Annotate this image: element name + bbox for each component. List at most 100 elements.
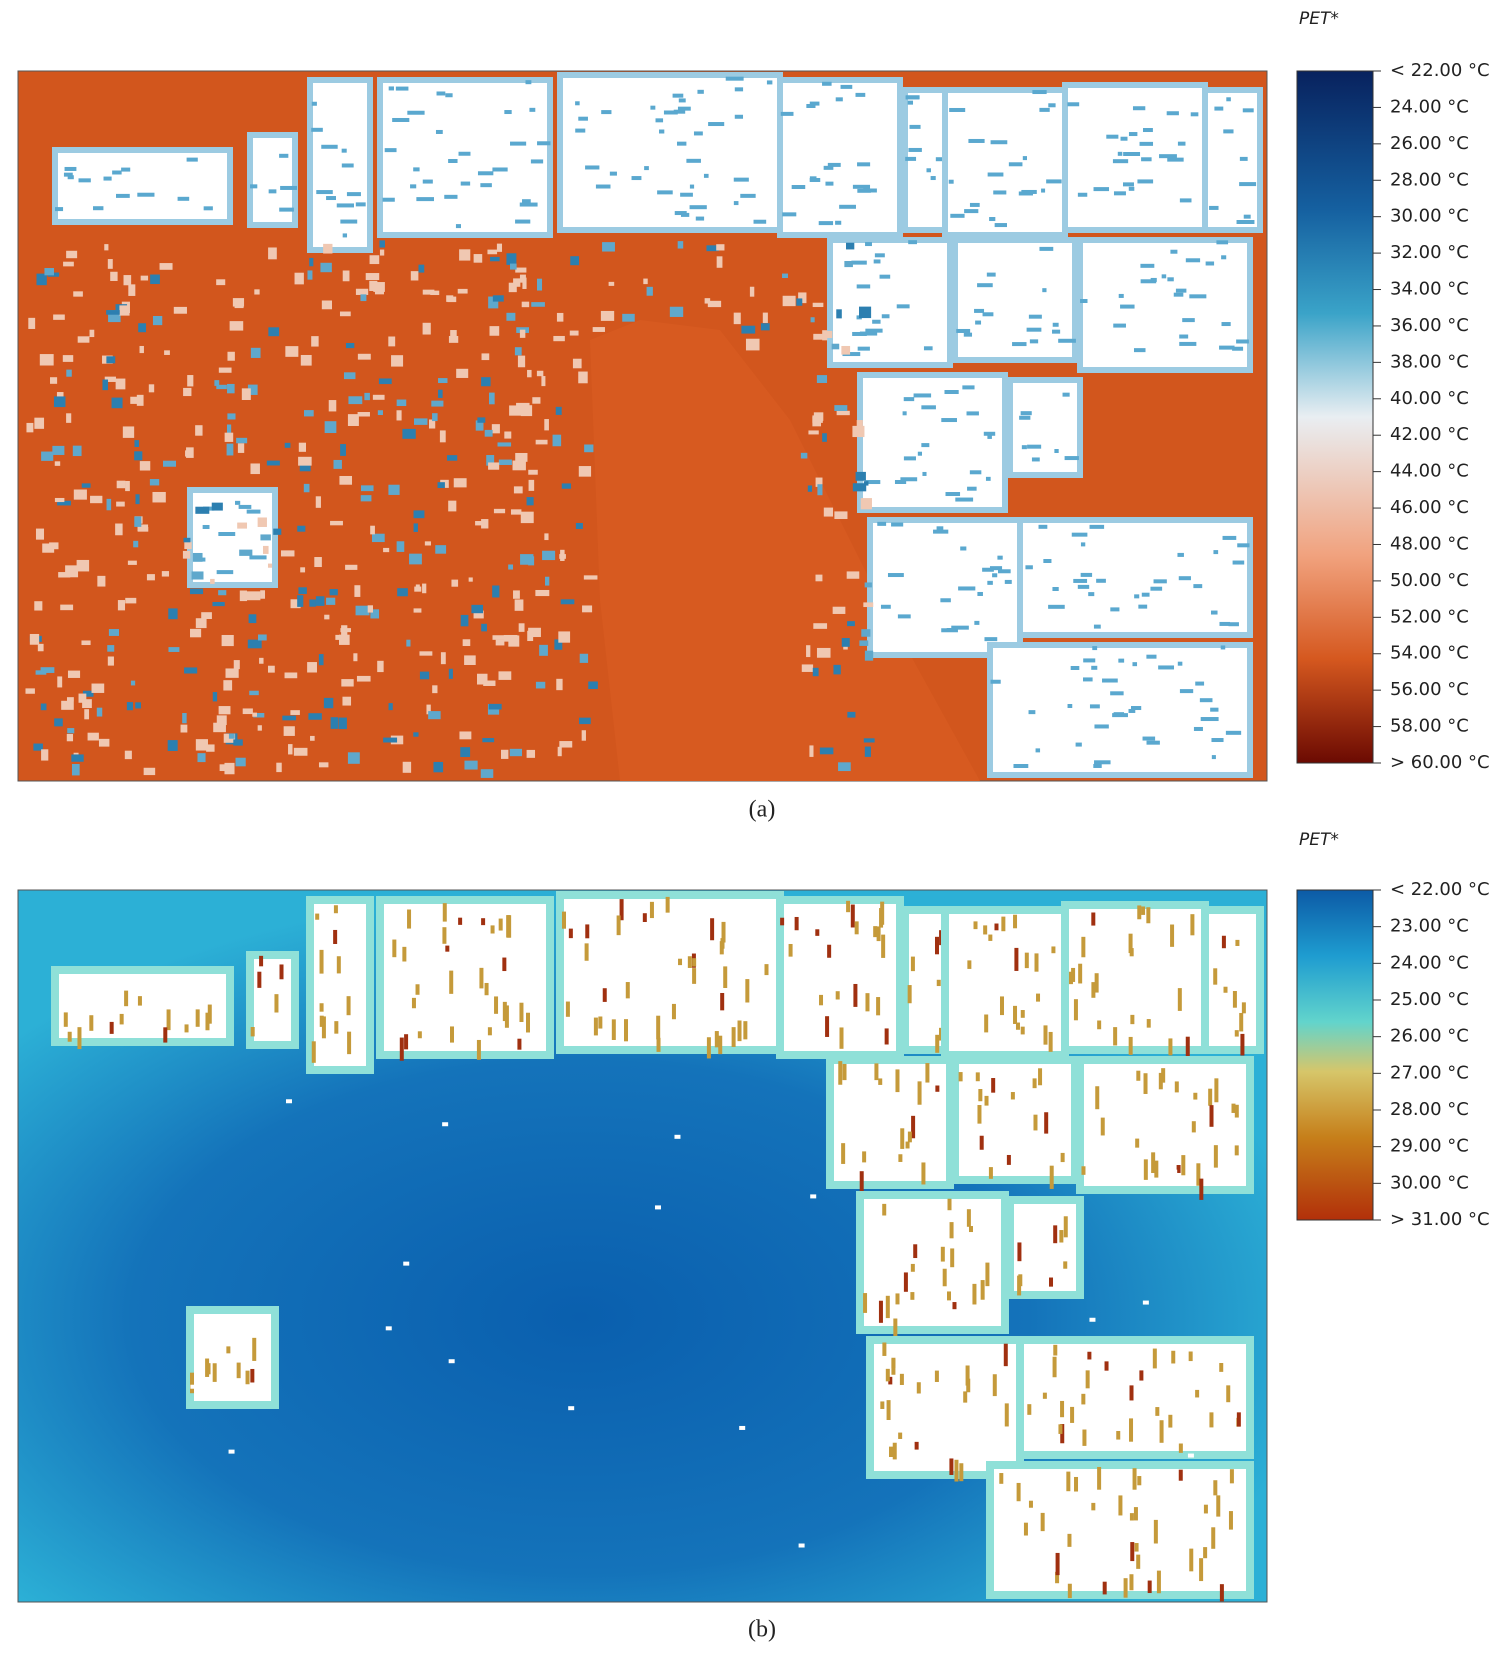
roof-detail bbox=[891, 1357, 896, 1375]
vegetation bbox=[146, 574, 155, 581]
legend-label: 26.00 °C bbox=[1390, 1026, 1469, 1047]
vegetation bbox=[260, 590, 266, 599]
street-light bbox=[654, 1205, 661, 1210]
vegetation bbox=[846, 571, 860, 579]
vegetation bbox=[284, 442, 291, 448]
roof-detail bbox=[1239, 182, 1257, 187]
building bbox=[51, 966, 234, 1046]
vegetation bbox=[237, 443, 245, 453]
roof-detail bbox=[983, 925, 988, 935]
roof-detail bbox=[1031, 457, 1040, 462]
vegetation bbox=[52, 445, 65, 455]
building bbox=[557, 72, 783, 233]
vegetation bbox=[555, 406, 562, 415]
vegetation bbox=[321, 300, 333, 310]
vegetation bbox=[262, 545, 269, 554]
roof-detail bbox=[889, 1446, 894, 1457]
vegetation bbox=[464, 760, 478, 770]
roof-detail bbox=[1052, 329, 1061, 334]
roof-detail bbox=[737, 1020, 742, 1042]
vegetation bbox=[283, 726, 295, 736]
roof-detail bbox=[1135, 1138, 1140, 1148]
roof-detail bbox=[1062, 392, 1070, 397]
roof-detail bbox=[967, 960, 972, 969]
roof-detail bbox=[865, 242, 872, 247]
legend-label: 38.00 °C bbox=[1390, 351, 1469, 372]
roof-detail bbox=[1019, 415, 1031, 420]
vegetation bbox=[247, 384, 258, 395]
roof-detail bbox=[999, 996, 1004, 1016]
vegetation bbox=[250, 463, 260, 475]
roof-detail bbox=[677, 106, 691, 111]
vegetation bbox=[40, 667, 55, 673]
vegetation bbox=[233, 739, 243, 746]
roof-detail bbox=[1137, 179, 1154, 184]
vegetation bbox=[510, 263, 517, 270]
roof-detail bbox=[865, 328, 883, 333]
roof-detail bbox=[974, 620, 980, 625]
vegetation bbox=[677, 241, 684, 249]
vegetation bbox=[422, 583, 427, 594]
roof-detail bbox=[692, 958, 697, 967]
vegetation bbox=[223, 680, 233, 691]
vegetation bbox=[733, 312, 741, 325]
vegetation bbox=[348, 396, 363, 405]
roof-detail bbox=[673, 109, 686, 114]
roof-detail bbox=[703, 173, 709, 178]
vegetation bbox=[225, 668, 239, 678]
vegetation bbox=[29, 633, 40, 645]
vegetation bbox=[134, 451, 143, 461]
roof-detail bbox=[530, 159, 544, 164]
roof-detail bbox=[1136, 1554, 1141, 1569]
vegetation bbox=[227, 413, 236, 420]
roof-detail bbox=[392, 939, 397, 958]
vegetation bbox=[451, 579, 459, 587]
vegetation bbox=[150, 274, 160, 285]
roof-detail bbox=[903, 397, 915, 402]
roof-detail bbox=[562, 911, 567, 929]
vegetation bbox=[553, 335, 565, 342]
vegetation bbox=[257, 634, 267, 641]
roof-detail bbox=[791, 185, 806, 190]
vegetation bbox=[432, 413, 438, 422]
vegetation bbox=[239, 590, 248, 602]
roof-detail bbox=[1112, 159, 1129, 164]
legend-label: 29.00 °C bbox=[1390, 1136, 1469, 1157]
roof-detail bbox=[336, 956, 341, 974]
roof-detail bbox=[268, 189, 277, 194]
roof-detail bbox=[1130, 706, 1142, 711]
vegetation bbox=[492, 295, 504, 302]
roof-detail bbox=[1196, 1163, 1201, 1186]
roof-detail bbox=[874, 1063, 879, 1081]
roof-detail bbox=[63, 172, 73, 177]
roof-detail bbox=[1120, 304, 1135, 309]
roof-detail bbox=[1029, 339, 1039, 344]
vegetation bbox=[125, 480, 130, 492]
vegetation bbox=[285, 346, 299, 357]
roof-detail bbox=[311, 101, 317, 106]
roof-detail bbox=[67, 1031, 72, 1042]
legend-label: 26.00 °C bbox=[1390, 133, 1469, 154]
vegetation bbox=[812, 415, 823, 423]
roof-detail bbox=[884, 1028, 889, 1045]
vegetation bbox=[191, 571, 204, 580]
roof-detail bbox=[997, 555, 1003, 560]
vegetation bbox=[782, 273, 788, 279]
roof-detail bbox=[435, 129, 443, 134]
vegetation bbox=[338, 717, 347, 730]
roof-detail bbox=[1208, 1088, 1213, 1106]
roof-detail bbox=[950, 213, 965, 218]
roof-detail bbox=[1055, 1552, 1060, 1576]
colorbar bbox=[1296, 889, 1374, 1221]
vegetation bbox=[148, 384, 155, 393]
vegetation bbox=[419, 671, 430, 680]
roof-detail bbox=[1151, 1152, 1156, 1174]
roof-detail bbox=[522, 199, 531, 204]
vegetation bbox=[57, 500, 71, 506]
vegetation bbox=[369, 255, 380, 265]
vegetation bbox=[173, 306, 187, 314]
roof-detail bbox=[137, 996, 142, 1006]
roof-detail bbox=[999, 1473, 1004, 1484]
roof-detail bbox=[1097, 1020, 1102, 1030]
roof-detail bbox=[1130, 1014, 1135, 1025]
